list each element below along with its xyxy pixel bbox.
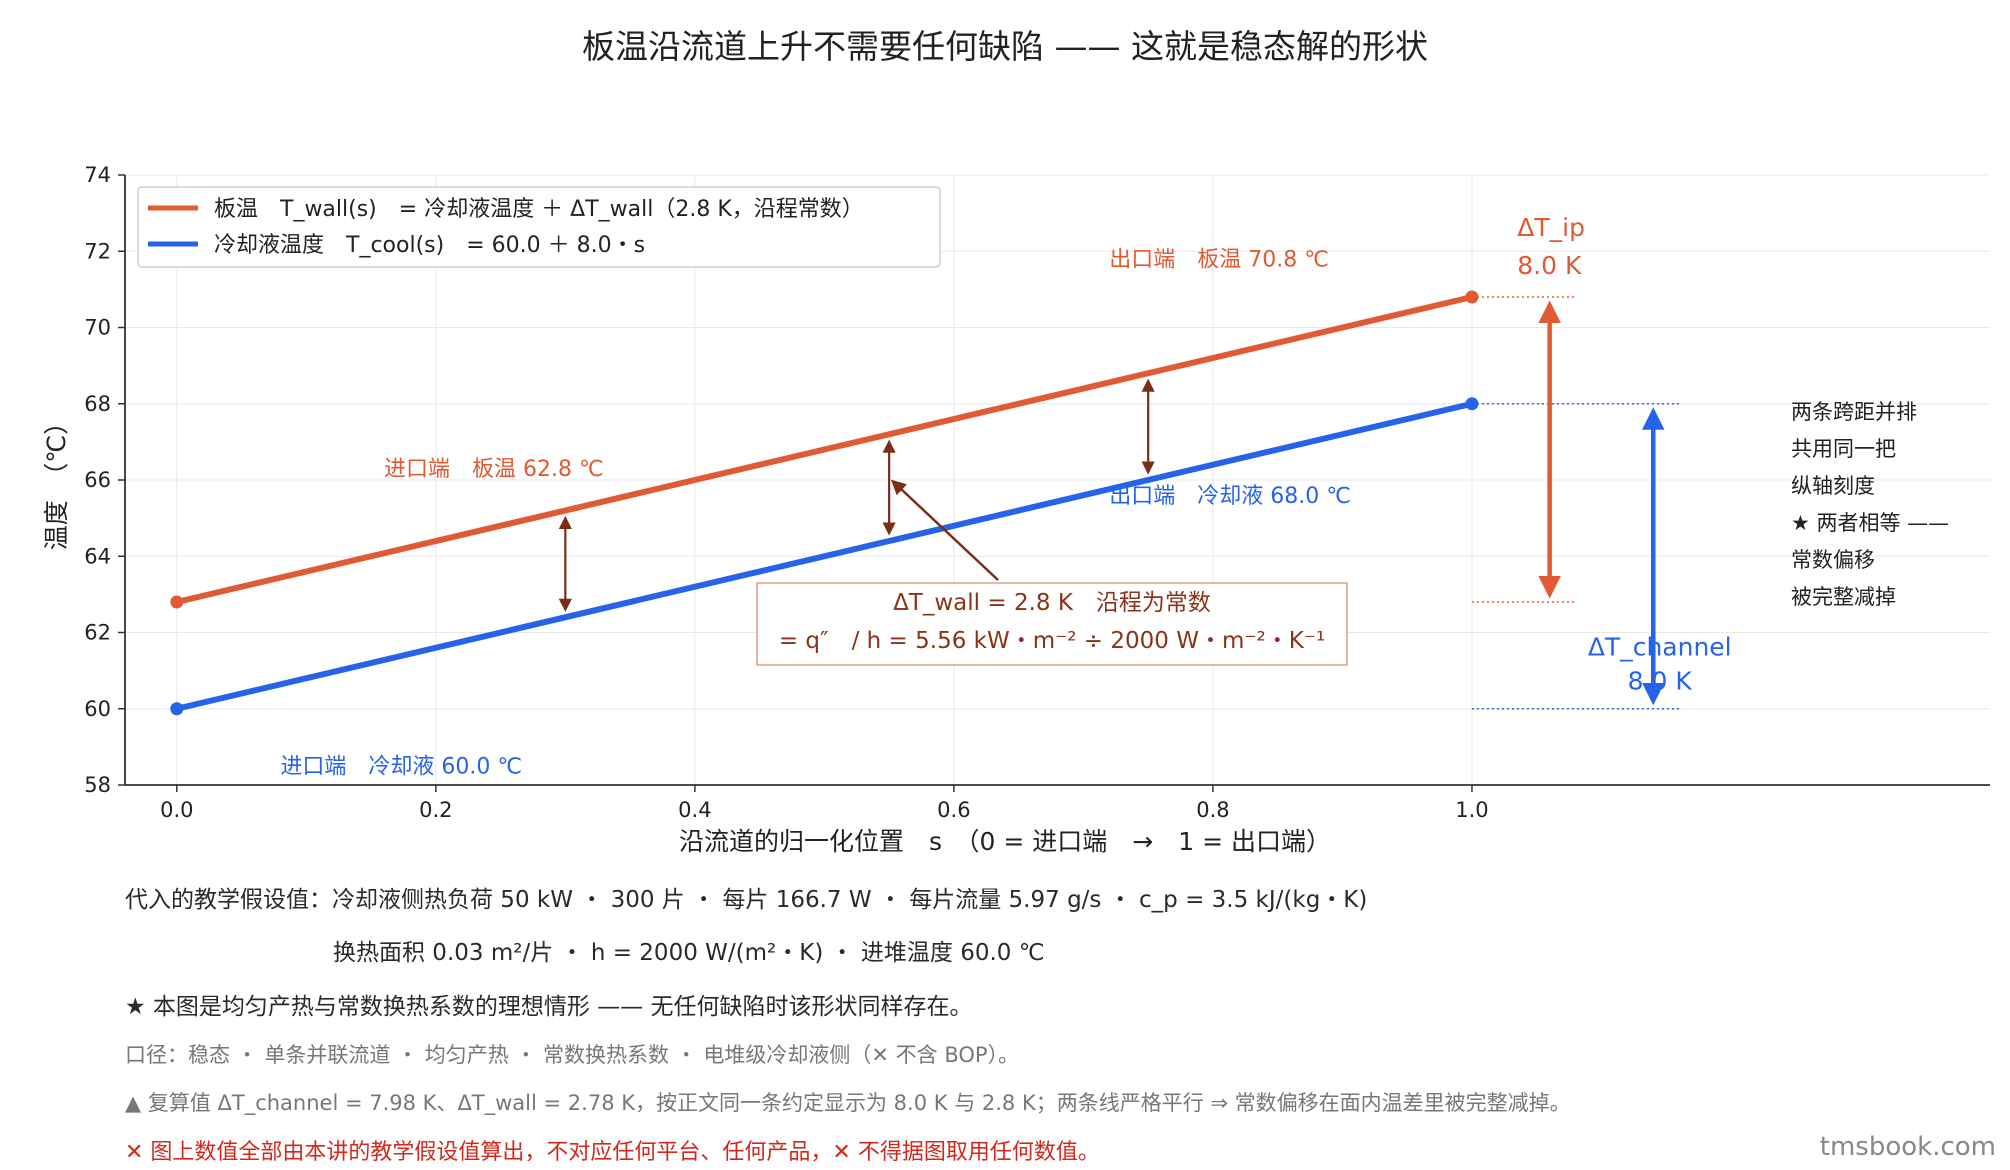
side-note-line: 两条跨距并排 (1791, 400, 1917, 424)
chart-svg: 板温沿流道上升不需要任何缺陷 —— 这就是稳态解的形状 58 60 62 64 66 68… (42, 27, 1990, 856)
cool-inlet-label: 进口端 冷却液 60.0 ℃ (280, 755, 522, 780)
side-note-line: 常数偏移 (1791, 548, 1875, 572)
wall-temp-point (170, 595, 184, 609)
callout: ΔT_wall = 2.8 K 沿程为常数 = q″ / h = 5.56 kW… (756, 479, 1348, 666)
y-tick-label: 72 (84, 239, 111, 263)
coolant-temp-point (1465, 397, 1479, 411)
y-tick-label: 62 (84, 621, 111, 645)
dt-channel-value: 8.0 K (1628, 667, 1693, 696)
x-tick-label: 0.0 (160, 798, 193, 822)
y-tick-label: 60 (84, 697, 111, 721)
x-axis-label: 沿流道的归一化位置 s （0 = 进口端 → 1 = 出口端） (679, 827, 1331, 856)
note-scope: 口径：稳态 ・ 单条并联流道 ・ 均匀产热 ・ 常数换热系数 ・ 电堆级冷却液侧… (125, 1043, 1020, 1067)
coolant-temp-line (173, 400, 1475, 712)
y-axis-label: 温度 （℃） (42, 410, 71, 551)
legend-label-wall: 板温 T_wall(s) = 冷却液温度 ＋ ΔT_wall（2.8 K，沿程常… (214, 197, 864, 222)
grid (125, 174, 1990, 786)
legend-label-cool: 冷却液温度 T_cool(s) = 60.0 ＋ 8.0・s (214, 233, 645, 258)
y-tick-label: 66 (84, 468, 111, 492)
y-tick-label: 68 (84, 392, 111, 416)
guide-lines (1471, 296, 1680, 710)
y-tick-label: 70 (84, 316, 111, 340)
y-tick-label: 64 (84, 544, 111, 568)
note-assumptions-2: 换热面积 0.03 m²/片 ・ h = 2000 W/(m²・K) ・ 进堆温… (333, 940, 1045, 966)
dt-ip-label: ΔT_ip (1517, 213, 1585, 242)
callout-box (756, 582, 1348, 666)
dt-ip-value: 8.0 K (1517, 251, 1582, 280)
side-note-line: ★ 两者相等 —— (1791, 511, 1949, 535)
ticks: 58 60 62 64 66 68 70 72 74 0.0 0.2 0.4 0.6 0.8 1.0 (84, 163, 1488, 822)
y-tick-label: 58 (84, 773, 111, 797)
x-tick-label: 0.2 (419, 798, 452, 822)
series-group (170, 290, 1479, 716)
x-tick-label: 0.6 (937, 798, 970, 822)
legend-box (137, 186, 941, 268)
watermark: tmsbook.com (1819, 1132, 1996, 1162)
callout-pointer (890, 479, 999, 581)
wall-inlet-label: 进口端 板温 62.8 ℃ (384, 457, 604, 482)
cool-outlet-label: 出口端 冷却液 68.0 ℃ (1109, 484, 1351, 509)
wall-temp-line (173, 294, 1475, 605)
callout-line-1: ΔT_wall = 2.8 K 沿程为常数 (893, 590, 1211, 616)
y-tick-label: 74 (84, 163, 111, 187)
x-tick-label: 0.4 (678, 798, 711, 822)
x-tick-label: 0.8 (1196, 798, 1229, 822)
side-note-line: 被完整减掉 (1791, 585, 1896, 609)
span-arrows (1538, 300, 1665, 706)
callout-line-2: = q″ / h = 5.56 kW・m⁻² ÷ 2000 W・m⁻²・K⁻¹ (779, 628, 1325, 654)
gap-arrows (558, 378, 1155, 612)
legend: 板温 T_wall(s) = 冷却液温度 ＋ ΔT_wall（2.8 K，沿程常… (137, 186, 941, 268)
coolant-temp-point (170, 702, 184, 716)
chart-title: 板温沿流道上升不需要任何缺陷 —— 这就是稳态解的形状 (582, 27, 1428, 66)
x-tick-label: 1.0 (1455, 798, 1488, 822)
side-note-line: 纵轴刻度 (1791, 474, 1875, 498)
wall-outlet-label: 出口端 板温 70.8 ℃ (1109, 248, 1329, 273)
note-recalc: ▲ 复算值 ΔT_channel = 7.98 K、ΔT_wall = 2.78… (125, 1091, 1571, 1115)
note-disclaimer: ✕ 图上数值全部由本讲的教学假设值算出，不对应任何平台、任何产品，✕ 不得据图取… (125, 1140, 1100, 1165)
side-note: 两条跨距并排 共用同一把 纵轴刻度 ★ 两者相等 —— 常数偏移 被完整减掉 (1791, 400, 1949, 609)
note-ideal-case: ★ 本图是均匀产热与常数换热系数的理想情形 —— 无任何缺陷时该形状同样存在。 (125, 994, 973, 1020)
note-assumptions-1: 代入的教学假设值：冷却液侧热负荷 50 kW ・ 300 片 ・ 每片 166.… (125, 887, 1368, 913)
wall-temp-point (1465, 290, 1479, 304)
side-note-line: 共用同一把 (1791, 437, 1896, 461)
dt-channel-label: ΔT_channel (1588, 632, 1732, 661)
